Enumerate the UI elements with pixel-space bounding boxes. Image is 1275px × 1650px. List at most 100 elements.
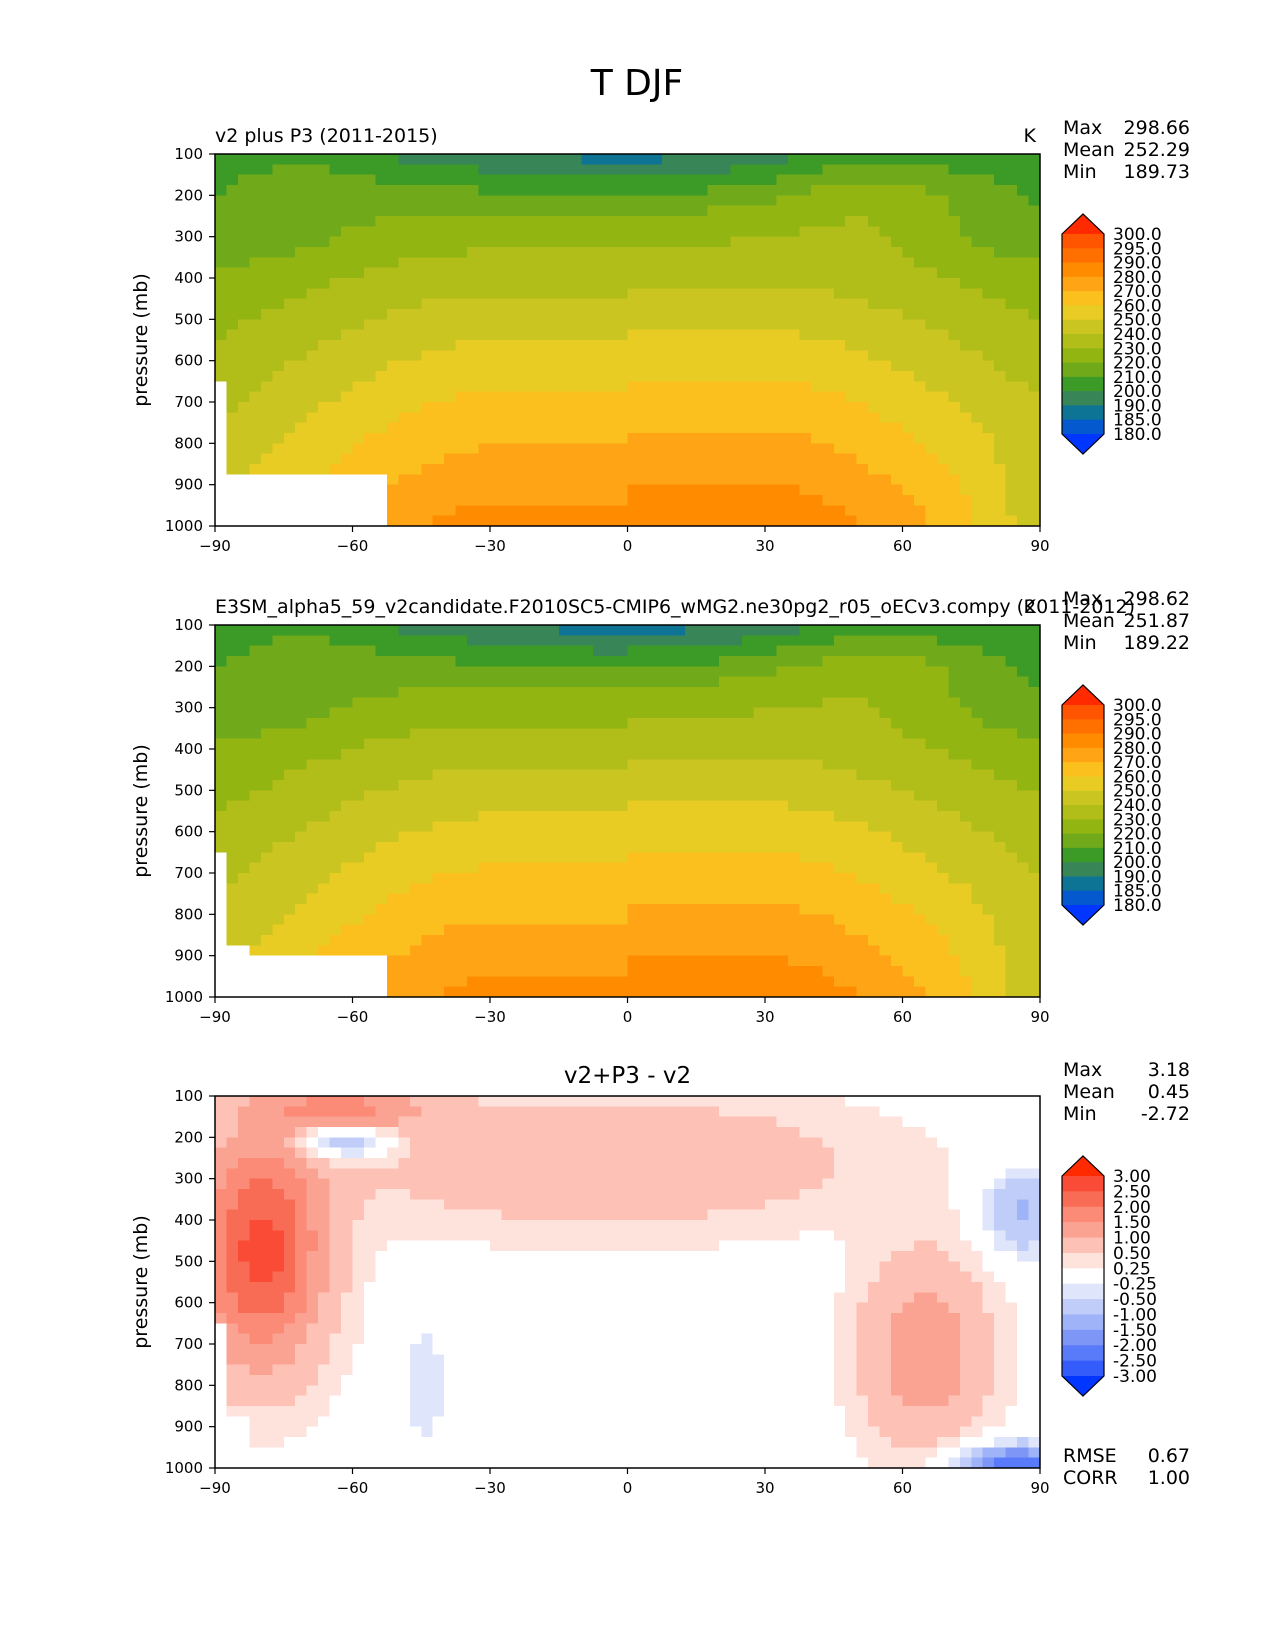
contour-cell: [478, 831, 491, 843]
contour-cell: [994, 443, 1007, 455]
contour-cell: [902, 645, 915, 657]
contour-cell: [787, 625, 800, 636]
contour-cell: [604, 185, 617, 196]
contour-cell: [490, 515, 503, 527]
contour-cell: [467, 360, 480, 372]
contour-cell: [994, 945, 1007, 957]
contour-cell: [341, 666, 354, 678]
contour-cell: [455, 749, 468, 760]
contour-cell: [341, 780, 354, 791]
contour-cell: [673, 728, 686, 740]
contour-cell: [822, 645, 835, 657]
contour-cell: [215, 738, 228, 750]
contour-cell: [948, 453, 961, 465]
panel-2: E3SM_alpha5_59_v2candidate.F2010SC5-CMIP…: [130, 588, 1190, 1026]
contour-cell: [799, 945, 812, 957]
contour-cell: [936, 402, 949, 413]
contour-cell: [455, 505, 468, 517]
contour-cell: [455, 484, 468, 496]
contour-cell: [868, 718, 881, 729]
contour-cell: [891, 164, 904, 176]
contour-cell: [684, 309, 697, 320]
contour-cell: [684, 831, 697, 843]
contour-cell: [444, 935, 457, 946]
contour-cell: [295, 298, 308, 310]
contour-cell: [799, 288, 812, 300]
contour-cell: [661, 381, 674, 393]
contour-cell: [971, 433, 984, 444]
contour-cell: [329, 464, 342, 475]
contour-cell: [570, 205, 583, 217]
contour-cell: [868, 790, 881, 802]
contour-cell: [386, 267, 399, 279]
contour-cell: [432, 319, 445, 331]
contour-cell: [856, 329, 869, 341]
contour-cell: [959, 422, 972, 434]
contour-cell: [249, 298, 262, 310]
contour-cell: [661, 453, 674, 465]
colorbar-label: 180.0: [1113, 425, 1162, 445]
contour-cell: [272, 360, 285, 372]
contour-cell: [318, 257, 331, 269]
contour-cell: [822, 505, 835, 517]
contour-cell: [936, 329, 949, 341]
contour-cell: [432, 862, 445, 874]
contour-cell: [936, 453, 949, 465]
contour-cell: [409, 955, 422, 967]
contour-cell: [215, 831, 228, 843]
contour-cell: [822, 278, 835, 289]
contour-cell: [845, 873, 858, 884]
contour-cell: [260, 728, 273, 740]
contour-cell: [570, 319, 583, 331]
contour-cell: [467, 288, 480, 300]
contour-cell: [799, 738, 812, 750]
contour-cell: [982, 226, 995, 238]
contour-cell: [512, 924, 525, 936]
contour-cell: [295, 676, 308, 688]
contour-cell: [799, 257, 812, 269]
contour-cell: [237, 749, 250, 760]
contour-cell: [753, 676, 766, 688]
contour-cell: [833, 924, 846, 936]
contour-cell: [879, 862, 892, 874]
contour-cell: [661, 728, 674, 740]
contour-cell: [776, 505, 789, 517]
contour-cell: [295, 402, 308, 413]
contour-cell: [386, 790, 399, 802]
contour-cell: [845, 883, 858, 895]
contour-cell: [501, 749, 514, 760]
contour-cell: [398, 935, 411, 946]
contour-cell: [226, 831, 239, 843]
contour-cell: [765, 402, 778, 413]
contour-cell: [306, 474, 319, 486]
contour-cell: [260, 174, 273, 186]
contour-cell: [329, 707, 342, 719]
contour-cell: [535, 185, 548, 196]
contour-cell: [742, 718, 755, 729]
contour-cell: [707, 687, 720, 698]
contour-cell: [490, 216, 503, 227]
contour-cell: [661, 195, 674, 207]
contour-cell: [375, 505, 388, 517]
contour-cell: [398, 298, 411, 310]
contour-cell: [283, 656, 296, 667]
contour-cell: [616, 464, 629, 475]
contour-cell: [570, 749, 583, 760]
contour-cell: [490, 226, 503, 238]
contour-cell: [673, 422, 686, 434]
contour-cell: [318, 371, 331, 382]
contour-cell: [547, 935, 560, 946]
colorbar-label: 185.0: [1113, 411, 1162, 431]
contour-cell: [604, 216, 617, 227]
contour-cell: [329, 371, 342, 382]
contour-cell: [959, 852, 972, 864]
contour-cell: [696, 154, 709, 165]
contour-cell: [638, 309, 652, 320]
contour-cell: [306, 645, 319, 657]
contour-cell: [913, 904, 927, 915]
contour-cell: [444, 800, 457, 812]
contour-cell: [868, 195, 881, 207]
contour-cell: [719, 216, 732, 227]
contour-cell: [478, 371, 491, 382]
contour-cell: [799, 443, 812, 455]
